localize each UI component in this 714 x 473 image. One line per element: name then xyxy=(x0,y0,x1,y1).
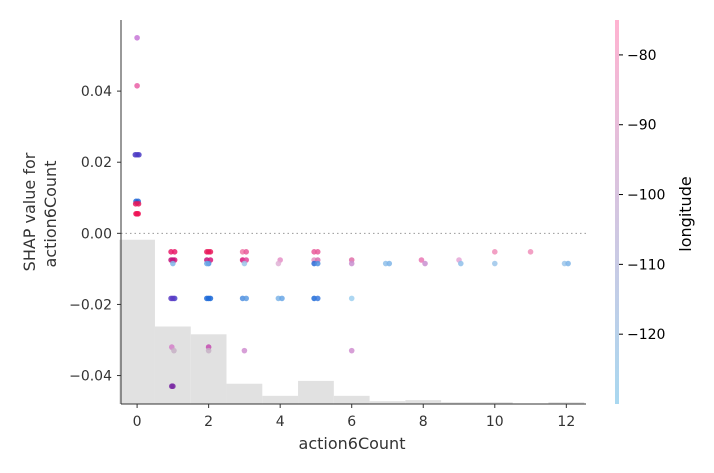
colorbar-tick-label: −90 xyxy=(627,118,657,134)
colorbar-ticks: −80 −90 −100 −110 −120 xyxy=(619,48,665,343)
histogram-bar xyxy=(262,395,299,404)
colorbar-tick-label: −100 xyxy=(627,188,665,204)
scatter-point xyxy=(171,249,178,255)
x-tick-label: 12 xyxy=(557,414,575,430)
x-tick-label: 0 xyxy=(133,414,142,430)
scatter-point xyxy=(134,34,140,41)
scatter-point xyxy=(275,260,282,267)
y-tick-label: 0.00 xyxy=(81,226,112,242)
scatter-point xyxy=(171,347,177,354)
scatter-point xyxy=(348,347,355,354)
scatter-point xyxy=(170,295,176,302)
x-axis-label: action6Count xyxy=(299,434,406,453)
x-tick-label: 8 xyxy=(419,414,428,430)
scatter-point xyxy=(205,347,212,354)
scatter-point xyxy=(205,295,212,302)
scatter-point xyxy=(314,249,321,255)
colorbar-tick-label: −110 xyxy=(627,257,665,273)
scatter-point xyxy=(386,260,393,267)
histogram-bar xyxy=(119,239,155,404)
scatter-point xyxy=(205,249,212,255)
scatter-point xyxy=(314,260,321,267)
scatter-point xyxy=(314,295,321,302)
y-tick-label: 0.02 xyxy=(81,155,112,171)
scatter-point xyxy=(418,257,425,263)
histogram-bar xyxy=(154,326,191,404)
x-tick-label: 10 xyxy=(486,414,504,430)
scatter-point xyxy=(134,82,140,89)
scatter-point xyxy=(422,260,428,267)
histogram-bar xyxy=(405,400,442,404)
scatter-point xyxy=(527,249,534,255)
histogram xyxy=(119,239,585,404)
scatter-point xyxy=(348,260,355,267)
scatter-point xyxy=(168,383,175,390)
y-axis-label-line1: SHAP value for xyxy=(20,152,39,271)
colorbar-tick-label: −120 xyxy=(627,327,665,343)
scatter-point xyxy=(136,151,142,158)
x-tick-label: 2 xyxy=(204,414,213,430)
scatter-point xyxy=(241,347,248,354)
scatter-point xyxy=(134,210,140,217)
scatter-point xyxy=(241,260,248,267)
scatter-point xyxy=(565,260,571,267)
y-axis-ticks: −0.04 −0.02 0.00 0.02 0.04 xyxy=(69,84,121,385)
x-tick-label: 4 xyxy=(276,414,285,430)
histogram-bar xyxy=(226,383,263,404)
scatter-point xyxy=(135,201,142,207)
y-tick-label: −0.04 xyxy=(69,369,112,385)
scatter-point xyxy=(279,295,285,302)
x-tick-label: 6 xyxy=(347,414,356,430)
scatter-point xyxy=(491,249,498,255)
scatter-point xyxy=(348,295,355,302)
histogram-bar xyxy=(476,402,513,404)
histogram-bar xyxy=(441,402,477,404)
y-tick-label: 0.04 xyxy=(81,84,112,100)
histogram-bar xyxy=(333,395,370,404)
y-tick-label: −0.02 xyxy=(69,297,112,313)
histogram-bar xyxy=(548,402,585,404)
scatter-point xyxy=(170,260,176,267)
colorbar-tick-label: −80 xyxy=(627,48,657,64)
scatter-point xyxy=(458,260,464,267)
histogram-bar xyxy=(298,380,334,404)
scatter-point xyxy=(243,249,249,255)
scatter-point xyxy=(243,295,249,302)
scatter-points xyxy=(132,34,571,390)
colorbar xyxy=(615,20,619,404)
scatter-point xyxy=(491,260,498,267)
colorbar-label: longitude xyxy=(676,176,695,251)
scatter-point xyxy=(204,260,210,267)
histogram-bar xyxy=(369,401,406,404)
y-axis-label-line2: action6Count xyxy=(41,161,60,268)
x-axis-ticks: 0 2 4 6 8 10 12 xyxy=(133,404,575,430)
